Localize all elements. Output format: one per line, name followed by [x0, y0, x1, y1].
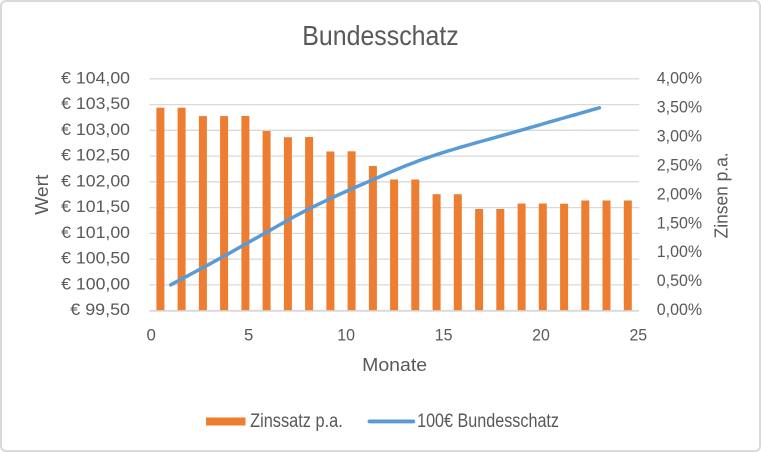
svg-text:€ 103,00: € 103,00 — [61, 120, 130, 139]
svg-text:€ 99,50: € 99,50 — [70, 300, 130, 319]
svg-text:Wert: Wert — [31, 174, 52, 215]
svg-text:4,00%: 4,00% — [657, 69, 702, 88]
svg-text:Zinssatz p.a.: Zinssatz p.a. — [250, 411, 343, 432]
svg-text:€ 101,50: € 101,50 — [61, 197, 130, 216]
svg-text:€ 101,00: € 101,00 — [61, 223, 130, 242]
svg-text:1,00%: 1,00% — [657, 242, 702, 261]
svg-text:0: 0 — [147, 326, 156, 345]
svg-text:3,50%: 3,50% — [657, 98, 702, 117]
svg-text:15: 15 — [435, 326, 453, 345]
svg-text:Monate: Monate — [362, 354, 427, 375]
svg-text:€ 103,50: € 103,50 — [61, 94, 130, 113]
svg-text:0,00%: 0,00% — [657, 300, 702, 319]
svg-text:100€ Bundesschatz: 100€ Bundesschatz — [417, 411, 559, 432]
svg-text:1,50%: 1,50% — [657, 213, 702, 232]
svg-text:Zinsen p.a.: Zinsen p.a. — [711, 152, 732, 238]
svg-text:2,50%: 2,50% — [657, 156, 702, 175]
svg-text:2,00%: 2,00% — [657, 184, 702, 203]
svg-text:0,50%: 0,50% — [657, 271, 702, 290]
svg-text:Bundesschatz: Bundesschatz — [302, 20, 458, 51]
svg-text:3,00%: 3,00% — [657, 127, 702, 146]
svg-text:€ 102,50: € 102,50 — [61, 146, 130, 165]
svg-text:€ 100,50: € 100,50 — [61, 249, 130, 268]
svg-text:€ 100,00: € 100,00 — [61, 275, 130, 294]
svg-text:€ 104,00: € 104,00 — [61, 68, 130, 87]
svg-text:€ 102,00: € 102,00 — [61, 171, 130, 190]
svg-text:10: 10 — [337, 326, 355, 345]
svg-text:5: 5 — [244, 326, 253, 345]
svg-text:25: 25 — [629, 326, 647, 345]
svg-text:20: 20 — [532, 326, 550, 345]
